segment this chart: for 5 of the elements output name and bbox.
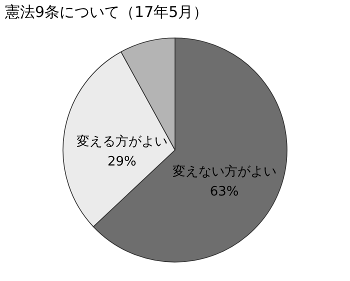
data-label: 29%	[107, 154, 136, 170]
chart-title: 憲法9条について（17年5月）	[4, 3, 208, 21]
data-label: 63%	[210, 184, 239, 200]
slice-label: 変える方がよい	[76, 134, 168, 150]
slice-label: 変えない方がよい	[172, 163, 276, 180]
